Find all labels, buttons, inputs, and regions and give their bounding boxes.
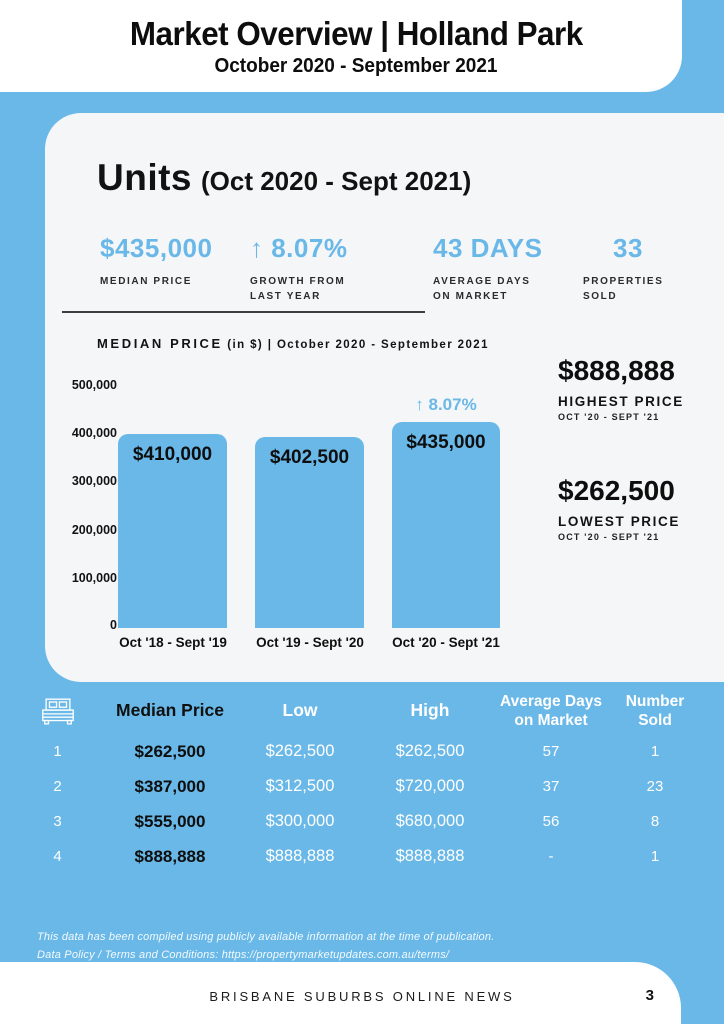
chart-title: MEDIAN PRICE (in $) | October 2020 - Sep… [97, 335, 489, 353]
stat-value: 33 [613, 233, 643, 263]
col-header-number-sold: Number Sold [625, 692, 685, 729]
avg-days-cell: 56 [542, 813, 560, 830]
lowest-price-value: $262,500 [558, 475, 675, 506]
col-header-median-price: Median Price [116, 700, 224, 721]
y-axis-tick: 100,000 [71, 571, 117, 585]
chart-title-main: MEDIAN PRICE [97, 336, 223, 351]
median-price-cell: $387,000 [134, 776, 206, 796]
stat-label: MEDIAN PRICE [100, 276, 192, 287]
lowest-price-label: LOWEST PRICE [558, 514, 680, 529]
lowest-price-block: $262,500 LOWEST PRICE OCT '20 - SEPT '21 [558, 475, 684, 542]
bar-value-label: $410,000 [132, 444, 213, 465]
highest-price-value: $888,888 [558, 355, 675, 386]
highest-price-period: OCT '20 - SEPT '21 [558, 412, 660, 422]
stat-value: $435,000 [100, 233, 213, 263]
x-axis-label: Oct '18 - Sept '19 [119, 635, 227, 650]
footer [0, 962, 681, 1024]
page-number: 3 [645, 987, 654, 1004]
y-axis-tick: 400,000 [71, 426, 117, 440]
stat-growth: ↑ 8.07% GROWTH FROM LAST YEAR [250, 233, 433, 304]
price-highlights: $888,888 HIGHEST PRICE OCT '20 - SEPT '2… [558, 355, 684, 542]
y-axis-tick: 200,000 [71, 523, 117, 537]
x-axis-label: Oct '19 - Sept '20 [256, 635, 364, 650]
disclaimer-line1: This data has been compiled using public… [37, 931, 495, 943]
y-axis-tick: 500,000 [71, 378, 117, 392]
table-row: 1 $262,500 $262,500 $262,500 57 1 [0, 734, 724, 769]
header: Market Overview | Holland Park October 2… [0, 0, 682, 92]
page-title: Market Overview | Holland Park [129, 14, 583, 52]
median-price-cell: $888,888 [134, 846, 206, 866]
median-price-cell: $262,500 [134, 741, 206, 761]
number-sold-cell: 1 [650, 743, 660, 760]
bedrooms-count: 3 [53, 813, 62, 830]
growth-annotation: ↑ 8.07% [415, 395, 477, 414]
lowest-price-period: OCT '20 - SEPT '21 [558, 532, 660, 542]
section-title: Units (Oct 2020 - Sept 2021) [97, 157, 471, 199]
y-axis-tick: 0 [110, 618, 117, 632]
high-price-cell: $680,000 [395, 812, 465, 830]
bedrooms-table: Median Price Low High Average Days on Ma… [0, 682, 724, 874]
disclaimer-line2: Data Policy / Terms and Conditions: http… [37, 949, 450, 962]
median-price-cell: $555,000 [134, 811, 206, 831]
stat-properties-sold: 33 PROPERTIES SOLD [583, 233, 715, 304]
stat-label: PROPERTIES SOLD [583, 276, 664, 302]
number-sold-cell: 8 [650, 813, 660, 830]
low-price-cell: $888,888 [265, 847, 335, 865]
col-header-avg-days: Average Days on Market [500, 692, 602, 729]
table-row: 2 $387,000 $312,500 $720,000 37 23 [0, 769, 724, 804]
highest-price-label: HIGHEST PRICE [558, 394, 684, 409]
bed-icon [0, 697, 115, 726]
y-axis-tick: 300,000 [71, 474, 117, 488]
table-row: 4 $888,888 $888,888 $888,888 - 1 [0, 839, 724, 874]
bar-oct18-sept19: $410,000 [118, 434, 227, 628]
low-price-cell: $262,500 [265, 742, 335, 760]
avg-days-cell: 57 [542, 743, 560, 760]
bar-value-label: $435,000 [406, 432, 486, 453]
bedrooms-count: 4 [53, 848, 62, 865]
bar-oct19-sept20: $402,500 [255, 437, 364, 628]
high-price-cell: $262,500 [395, 742, 465, 760]
low-price-cell: $300,000 [265, 812, 335, 830]
avg-days-cell: - [548, 848, 554, 865]
avg-days-cell: 37 [542, 778, 560, 795]
page-subtitle: October 2020 - September 2021 [214, 54, 498, 77]
units-card: Units (Oct 2020 - Sept 2021) $435,000 MED… [45, 113, 724, 682]
stat-value: ↑ 8.07% [250, 233, 348, 263]
bar-oct20-sept21: $435,000 [392, 422, 500, 628]
bar-value-label: $402,500 [269, 447, 350, 468]
section-title-period: (Oct 2020 - Sept 2021) [201, 166, 472, 196]
footer-brand: BRISBANE SUBURBS ONLINE NEWS [209, 989, 515, 1004]
table-row: 3 $555,000 $300,000 $680,000 56 8 [0, 804, 724, 839]
number-sold-cell: 1 [650, 848, 660, 865]
stat-median-price: $435,000 MEDIAN PRICE [100, 233, 250, 304]
disclaimer: This data has been compiled using public… [37, 928, 494, 964]
low-price-cell: $312,500 [265, 777, 335, 795]
bedrooms-count: 2 [53, 778, 62, 795]
stat-value: 43 DAYS [433, 233, 543, 263]
chart-title-detail: (in $) | October 2020 - September 2021 [227, 339, 489, 351]
highest-price-block: $888,888 HIGHEST PRICE OCT '20 - SEPT '2… [558, 355, 684, 422]
table-header-row: Median Price Low High Average Days on Ma… [0, 682, 724, 734]
col-header-low: Low [282, 700, 318, 721]
high-price-cell: $888,888 [395, 847, 465, 865]
col-header-high: High [410, 700, 450, 721]
high-price-cell: $720,000 [395, 777, 465, 795]
stats-divider [62, 311, 425, 313]
stat-days-on-market: 43 DAYS AVERAGE DAYS ON MARKET [433, 233, 583, 304]
bedrooms-count: 1 [53, 743, 62, 760]
stat-label: GROWTH FROM LAST YEAR [250, 276, 346, 302]
number-sold-cell: 23 [646, 778, 664, 795]
section-title-text: Units [97, 157, 192, 198]
stat-label: AVERAGE DAYS ON MARKET [433, 276, 531, 302]
stats-row: $435,000 MEDIAN PRICE ↑ 8.07% GROWTH FRO… [100, 233, 715, 304]
x-axis-label: Oct '20 - Sept '21 [392, 635, 500, 650]
